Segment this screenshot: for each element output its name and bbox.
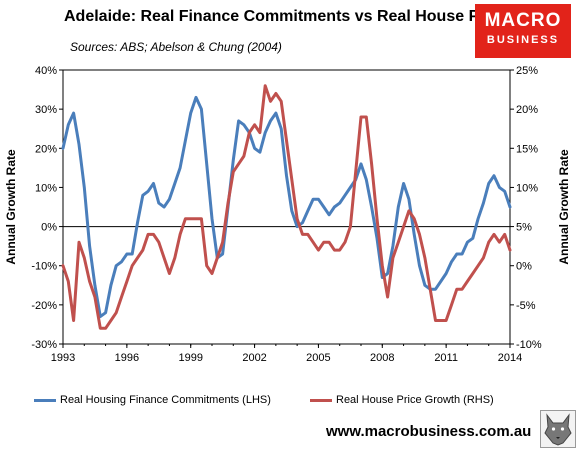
footer-url: www.macrobusiness.com.au bbox=[326, 423, 532, 440]
x-tick-label: 2005 bbox=[306, 352, 330, 364]
legend-label-house-price: Real House Price Growth (RHS) bbox=[336, 394, 494, 406]
left-tick-label: 0% bbox=[41, 222, 57, 234]
logo-line-2: BUSINESS bbox=[486, 34, 560, 46]
left-tick-label: -30% bbox=[31, 339, 57, 351]
x-axis-ticks: 1993 1996 1999 2002 2005 2008 2011 2014 bbox=[51, 344, 522, 364]
chart-title: Adelaide: Real Finance Commitments vs Re… bbox=[64, 8, 517, 25]
wolf-icon bbox=[540, 410, 576, 448]
legend-item-finance: Real Housing Finance Commitments (LHS) bbox=[34, 394, 271, 406]
right-tick-label: 10% bbox=[516, 182, 538, 194]
left-tick-label: 40% bbox=[35, 65, 57, 77]
plot-area bbox=[62, 69, 511, 345]
legend-item-house-price: Real House Price Growth (RHS) bbox=[310, 394, 494, 406]
x-tick-label: 1999 bbox=[178, 352, 202, 364]
left-axis-ticks: 40% 30% 20% 10% 0% -10% -20% -30% bbox=[31, 65, 63, 351]
right-tick-label: -5% bbox=[516, 300, 536, 312]
series-line-finance-commitments bbox=[61, 95, 512, 319]
right-tick-label: 25% bbox=[516, 65, 538, 77]
right-tick-label: -10% bbox=[516, 339, 542, 351]
x-tick-label: 2002 bbox=[242, 352, 266, 364]
right-axis-label: Annual Growth Rate bbox=[557, 149, 571, 265]
left-tick-label: 30% bbox=[35, 104, 57, 116]
right-tick-label: 5% bbox=[516, 222, 532, 234]
legend-label-finance: Real Housing Finance Commitments (LHS) bbox=[60, 394, 271, 406]
right-tick-label: 20% bbox=[516, 104, 538, 116]
x-tick-label: 2014 bbox=[498, 352, 522, 364]
series-group bbox=[61, 84, 512, 330]
left-tick-label: 10% bbox=[35, 182, 57, 194]
left-tick-label: -20% bbox=[31, 300, 57, 312]
legend-swatch-house-price bbox=[310, 398, 332, 402]
chart-subtitle: Sources: ABS; Abelson & Chung (2004) bbox=[70, 40, 282, 54]
right-tick-label: 15% bbox=[516, 143, 538, 155]
x-tick-label: 2008 bbox=[370, 352, 394, 364]
legend-swatch-finance bbox=[34, 398, 56, 402]
macrobusiness-logo: MACRO BUSINESS bbox=[475, 4, 571, 58]
left-tick-label: -10% bbox=[31, 261, 57, 273]
x-tick-label: 1993 bbox=[51, 352, 75, 364]
left-axis-label: Annual Growth Rate bbox=[4, 149, 18, 265]
logo-line-1: MACRO bbox=[484, 10, 562, 31]
x-tick-label: 1996 bbox=[115, 352, 139, 364]
right-tick-label: 0% bbox=[516, 261, 532, 273]
dual-axis-line-chart: 40% 30% 20% 10% 0% -10% -20% -30% 25% 20% 15% 10% 5… bbox=[4, 65, 571, 364]
left-tick-label: 20% bbox=[35, 143, 57, 155]
right-axis-ticks: 25% 20% 15% 10% 5% 0% -5% -10% bbox=[510, 65, 542, 351]
x-tick-label: 2011 bbox=[434, 352, 458, 364]
series-line-house-price-growth bbox=[61, 84, 512, 330]
